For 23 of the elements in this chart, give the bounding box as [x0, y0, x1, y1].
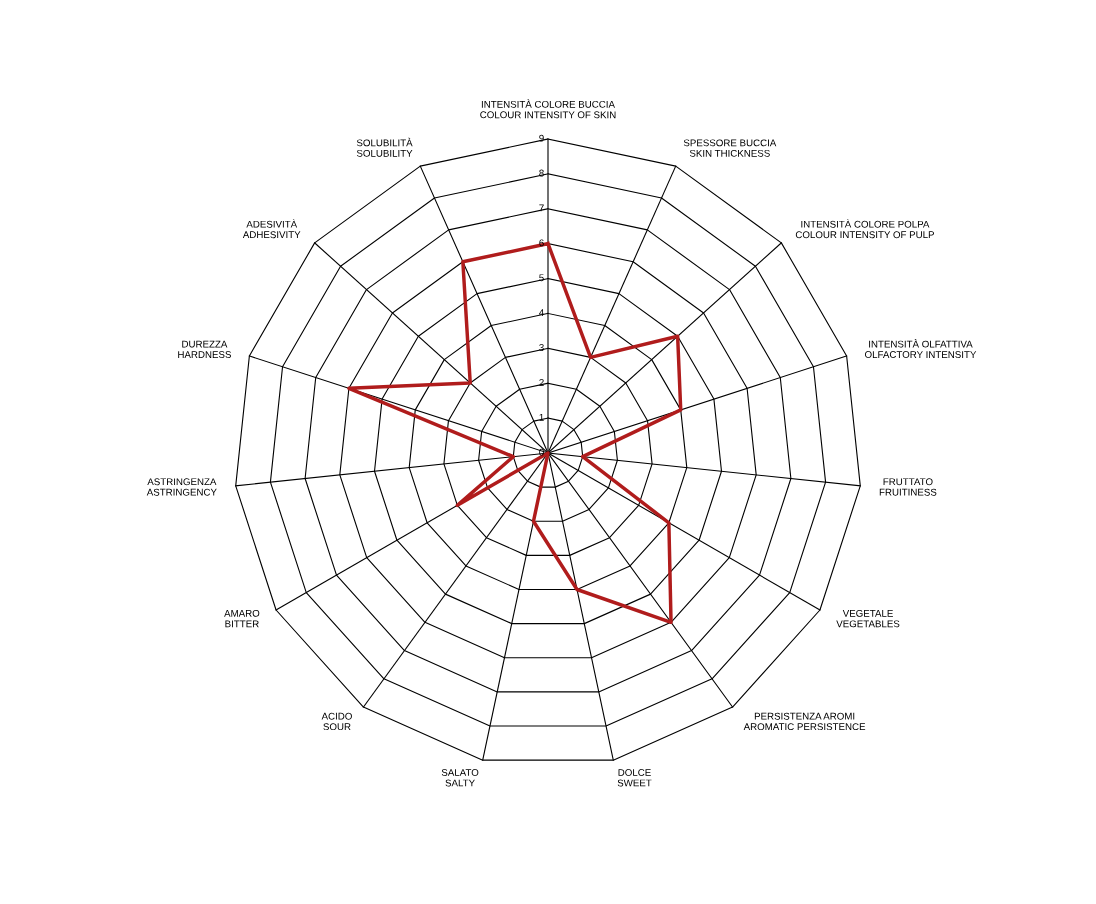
- spoke-label: PERSISTENZA AROMI AROMATIC PERSISTENCE: [743, 712, 866, 731]
- y-tick-label: 4: [539, 309, 544, 316]
- spoke-label: DUREZZA HARDNESS: [178, 340, 231, 358]
- y-tick-label: 5: [539, 274, 544, 282]
- y-tick-label: 3: [539, 344, 544, 351]
- spoke-label: AMARO BITTER: [224, 609, 260, 628]
- spoke-label: ADESIVITÀ ADHESIVITY: [242, 219, 301, 239]
- spoke-label: ASTRINGENZA ASTRINGENCY: [146, 478, 217, 496]
- y-tick-label: 8: [539, 169, 544, 177]
- spoke-label: FRUTTATO FRUITINESS: [879, 478, 937, 496]
- spoke-label: INTENSITÀ OLFATTIVA OLFACTORY INTENSITY: [865, 338, 977, 358]
- spoke-label: VEGETALE VEGETABLES: [836, 609, 900, 628]
- spoke-label: ACIDO SOUR: [321, 712, 352, 731]
- y-tick-label: 6: [539, 239, 544, 247]
- y-tick-label: 0: [539, 448, 544, 456]
- spoke-label: SALATO SALTY: [441, 769, 479, 787]
- spoke-label: INTENSITÀ COLORE BUCCIA COLOUR INTENSITY OF SKIN: [480, 99, 616, 119]
- spoke-label: SOLUBILITÀ SOLUBILITY: [356, 137, 413, 157]
- y-tick-label: 7: [539, 204, 544, 212]
- spoke-label: SPESSORE BUCCIA SKIN THICKNESS: [683, 139, 777, 157]
- spoke-label: INTENSITÀ COLORE POLPA COLOUR INTENSITY OF PULP: [795, 219, 935, 239]
- spoke-label: DOLCE SWEET: [617, 769, 652, 787]
- y-tick-label: 2: [539, 378, 544, 386]
